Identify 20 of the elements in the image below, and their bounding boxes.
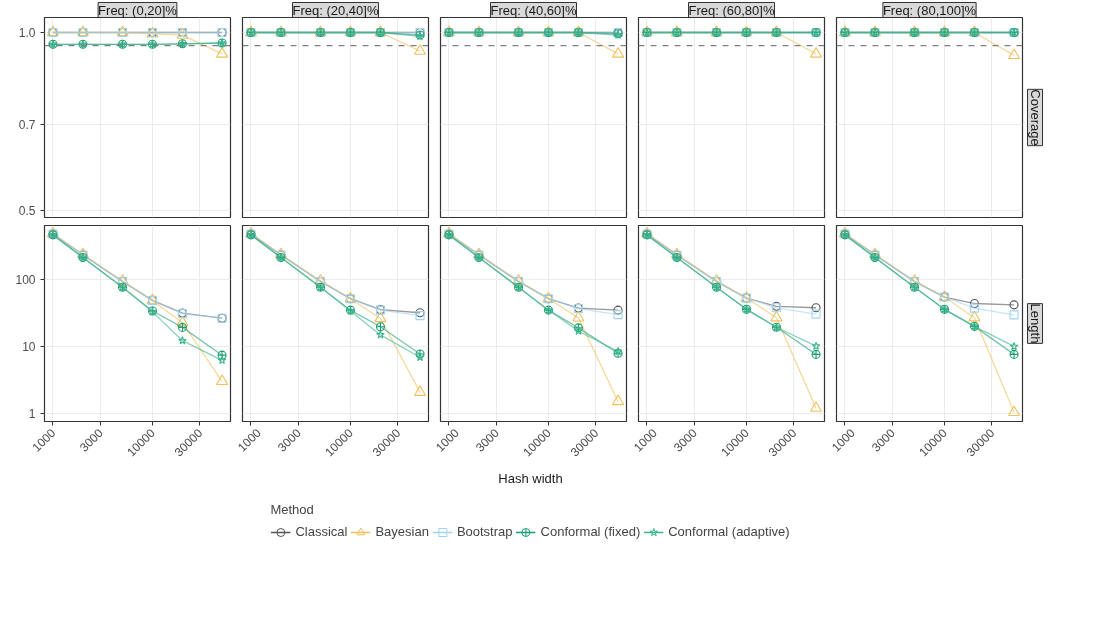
legend-label: Bayesian <box>375 524 429 539</box>
y-tick-label: 10 <box>22 339 36 354</box>
legend-label: Bootstrap <box>456 524 513 539</box>
y-tick-label: 0.5 <box>18 204 36 219</box>
x-axis-title: Hash width <box>498 470 563 486</box>
y-tick-label: 1 <box>28 406 36 421</box>
chart-title: Freq: (80,100]% <box>882 2 977 18</box>
legend-title: Method <box>270 501 315 517</box>
chart-title: Freq: (20,40]% <box>292 2 379 18</box>
legend-label: Conformal (fixed) <box>540 524 641 539</box>
y-tick-label: 1.0 <box>18 25 36 40</box>
chart-title: Freq: (40,60]% <box>490 2 577 18</box>
y-tick-label: 0.7 <box>18 117 36 132</box>
legend-label: Conformal (adaptive) <box>668 524 790 539</box>
y-axis-title: Length <box>1027 303 1043 344</box>
chart-title: Freq: (60,80]% <box>688 2 775 18</box>
chart-title: Freq: (0,20]% <box>98 2 178 18</box>
y-tick-label: 100 <box>15 273 36 288</box>
y-axis-title: Coverage <box>1027 89 1043 146</box>
legend-label: Classical <box>295 524 348 539</box>
